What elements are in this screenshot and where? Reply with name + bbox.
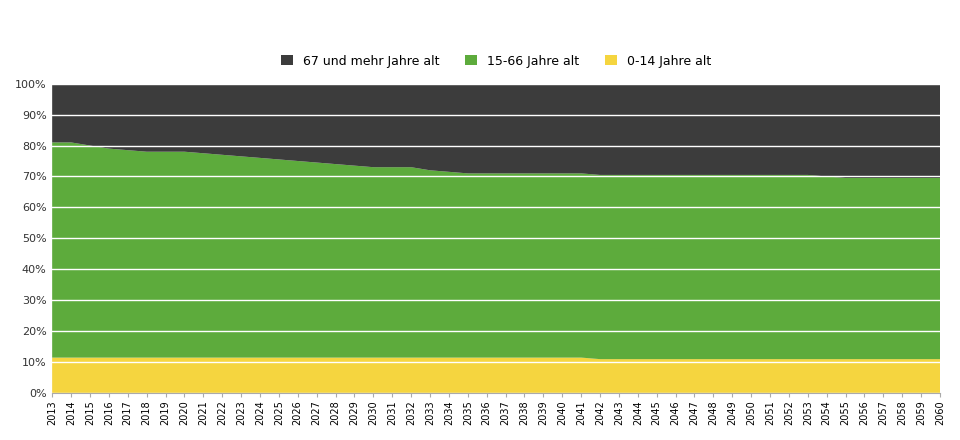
Legend: 67 und mehr Jahre alt, 15-66 Jahre alt, 0-14 Jahre alt: 67 und mehr Jahre alt, 15-66 Jahre alt, … [276, 50, 716, 73]
